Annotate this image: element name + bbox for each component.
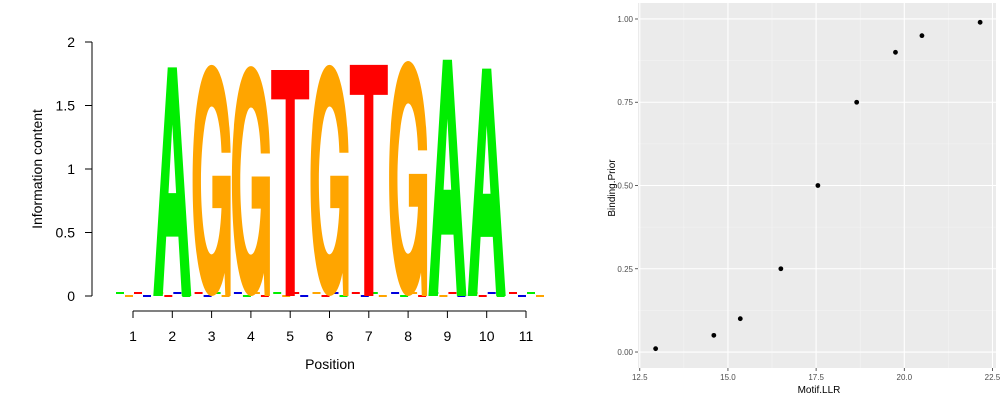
logo-minor-letter [369, 292, 378, 294]
y-axis-label: Binding.Prior [607, 159, 618, 217]
x-tick-label: 5 [286, 328, 294, 344]
logo-minor-letter [536, 295, 544, 297]
x-tick-label: 11 [519, 328, 534, 344]
scatter-chart: 12.5 15.0 17.5 20.0 22.5 0.00 0.25 0.50 0.75 1.00… [607, 3, 1000, 396]
logo-minor-letter [143, 295, 151, 297]
y-tick-label: 1.00 [617, 15, 633, 24]
y-tick-label: 0.5 [56, 225, 76, 241]
logo-letter-T [271, 69, 310, 296]
logo-letter-G [231, 66, 270, 296]
logo-minor-letter [487, 292, 496, 294]
y-tick-label: 0.75 [617, 98, 633, 107]
x-tick-label: 4 [247, 328, 255, 344]
logo-minor-letter [203, 295, 212, 297]
logo-minor-letter [400, 295, 409, 297]
logo-minor-letter [478, 295, 487, 297]
y-tick-label: 2 [67, 34, 75, 50]
logo-minor-letter [164, 295, 173, 297]
logo-minor-letter [125, 295, 133, 297]
logo-minor-letter [242, 295, 251, 297]
logo-minor-letter [173, 292, 182, 294]
logo-minor-letter [378, 295, 387, 297]
data-point [854, 99, 860, 105]
logo-minor-letter [391, 292, 400, 294]
x-tick-label: 2 [168, 328, 176, 344]
logo-minor-letter [312, 292, 321, 294]
logo-minor-letter [509, 292, 517, 294]
data-point [778, 266, 784, 272]
x-axis-label: Position [305, 356, 355, 372]
x-tick-label: 3 [208, 328, 216, 344]
x-tick-label: 6 [326, 328, 334, 344]
logo-letter-A [467, 68, 506, 296]
logo-minor-letter [518, 295, 526, 297]
x-tick-label: 10 [479, 328, 495, 344]
logo-letter-G [310, 64, 349, 296]
x-tick-label: 12.5 [632, 373, 648, 382]
x-tick-label: 17.5 [808, 373, 824, 382]
logo-letter-A [153, 67, 192, 297]
y-axis-label: Information content [29, 109, 45, 229]
logo-minor-letter [194, 292, 203, 294]
x-tick-label: 15.0 [720, 373, 736, 382]
sequence-logo-chart: 0 0.5 1 1.5 2 1 2 3 4 5 6 7 8 9 10 11 Information conte… [29, 34, 544, 372]
logo-minor-letter [527, 292, 535, 294]
logo-minor-letter [134, 292, 142, 294]
logo-letter-G [192, 64, 231, 296]
data-point [977, 19, 983, 25]
data-point [653, 346, 659, 352]
data-point [737, 316, 743, 322]
logo-minor-letter [116, 292, 124, 294]
x-tick-label: 7 [365, 328, 373, 344]
x-tick-label: 20.0 [897, 373, 913, 382]
y-tick-label: 1 [67, 161, 75, 177]
x-axis-label: Motif.LLR [798, 385, 841, 396]
data-point [893, 49, 898, 55]
data-point [711, 332, 717, 338]
logo-minor-letter [273, 292, 282, 294]
data-point [815, 183, 821, 188]
logo-minor-letter [291, 292, 300, 294]
logo-minor-letter [448, 292, 457, 294]
logo-minor-letter [351, 292, 360, 294]
y-tick-label: 0 [67, 288, 75, 304]
x-tick-label: 8 [404, 328, 412, 344]
logo-minor-letter [321, 295, 330, 297]
logo-minor-letter [439, 295, 448, 297]
y-tick-label: 0.00 [617, 348, 633, 357]
logo-letter-T [349, 64, 388, 296]
x-tick-label: 1 [129, 328, 137, 344]
logo-minor-letter [300, 295, 309, 297]
x-tick-label: 9 [444, 328, 452, 344]
y-tick-label: 1.5 [56, 98, 76, 114]
logo-letter-A [428, 59, 467, 296]
y-tick-label: 0.50 [617, 182, 633, 191]
logo-letter-G [389, 61, 428, 296]
x-tick-label: 22.5 [985, 373, 1000, 382]
y-tick-label: 0.25 [617, 265, 633, 274]
data-point [919, 33, 925, 39]
logo-minor-letter [233, 292, 242, 294]
